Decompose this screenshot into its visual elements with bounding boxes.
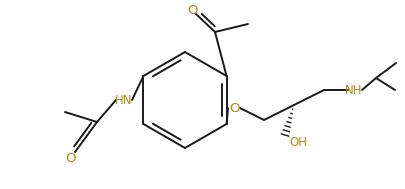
Text: O: O <box>229 101 239 115</box>
Text: O: O <box>188 4 198 16</box>
Text: HN: HN <box>115 94 133 106</box>
Text: NH: NH <box>345 84 363 97</box>
Text: OH: OH <box>289 136 307 149</box>
Text: O: O <box>66 152 76 164</box>
